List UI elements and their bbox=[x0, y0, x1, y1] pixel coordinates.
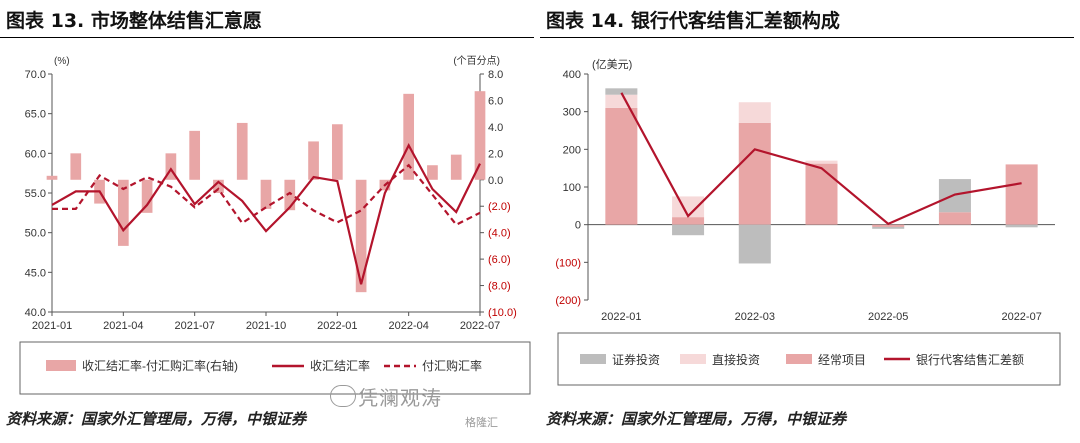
legend-net-label: 银行代客结售汇差额 bbox=[916, 352, 1024, 367]
legend-current-label: 经常项目 bbox=[818, 353, 866, 367]
right-y-tick-label: (10.0) bbox=[488, 307, 517, 319]
legend-current-swatch bbox=[786, 354, 812, 364]
spread-bar bbox=[450, 154, 462, 180]
current-account-bar bbox=[605, 107, 638, 225]
spread-bar bbox=[165, 153, 177, 180]
spread-bar bbox=[236, 122, 248, 180]
securities-investment-bar bbox=[738, 224, 771, 264]
spread-bar bbox=[260, 179, 272, 209]
y-tick-label: (100) bbox=[555, 257, 581, 269]
right-axis-unit: (个百分点) bbox=[453, 55, 500, 67]
right-chart-title: 图表 14. 银行代客结售汇差额构成 bbox=[546, 10, 840, 32]
y-tick-label: (200) bbox=[555, 295, 581, 307]
y-tick-label: 400 bbox=[563, 69, 581, 81]
right-y-tick-label: 0.0 bbox=[488, 175, 503, 187]
direct-investment-bar bbox=[605, 94, 638, 108]
spread-bar bbox=[213, 179, 224, 193]
right-y-tick-label: 4.0 bbox=[488, 122, 503, 134]
securities-investment-bar bbox=[872, 226, 905, 229]
fx-purchase-rate-line bbox=[52, 163, 481, 227]
legend-direct-label: 直接投资 bbox=[712, 352, 760, 367]
legend-label-purchase: 付汇购汇率 bbox=[422, 358, 482, 373]
left-source-note: 资料来源：国家外汇管理局，万得，中银证券 bbox=[6, 410, 307, 428]
securities-investment-bar bbox=[1005, 224, 1038, 228]
x-tick-label: 2022-05 bbox=[868, 311, 908, 323]
current-account-bar bbox=[1005, 164, 1038, 225]
right-title-rule bbox=[540, 37, 1074, 38]
right-legend-box bbox=[557, 332, 1061, 386]
spread-bar bbox=[355, 179, 367, 293]
fx-settlement-rate-line bbox=[51, 143, 481, 285]
left-y-tick-label: 70.0 bbox=[25, 69, 46, 81]
watermark-text: 凭澜观涛 bbox=[358, 386, 442, 410]
y-axis-unit: (亿美元) bbox=[592, 58, 632, 71]
left-y-tick-label: 40.0 bbox=[25, 307, 46, 319]
spread-bar bbox=[189, 130, 201, 180]
x-tick-label: 2021-04 bbox=[103, 320, 143, 332]
x-tick-label: 2021-10 bbox=[246, 320, 286, 332]
legend-label-settlement: 收汇结汇率 bbox=[310, 358, 370, 373]
right-y-tick-label: (8.0) bbox=[488, 281, 511, 293]
left-title-rule bbox=[0, 37, 534, 38]
left-legend-box bbox=[19, 341, 531, 395]
spread-bar bbox=[70, 153, 82, 180]
spread-bar bbox=[284, 179, 296, 211]
x-tick-label: 2021-07 bbox=[174, 320, 214, 332]
right-chart-svg: (亿美元) 400 300 200 100 0 (100) (200) 2022-01 2022-… bbox=[555, 58, 1061, 386]
direct-investment-bar bbox=[738, 102, 771, 123]
right-chart-panel: 图表 14. 银行代客结售汇差额构成 (亿美元) 400 300 200 100 0 (10… bbox=[540, 0, 1080, 443]
legend-label-spread: 收汇结汇率-付汇购汇率(右轴) bbox=[82, 358, 238, 373]
right-y-tick-label: 2.0 bbox=[488, 148, 503, 160]
left-chart-panel: 图表 13. 市场整体结售汇意愿 70.0 65.0 60.0 55.0 50.0 45.… bbox=[0, 10, 534, 428]
right-y-tick-label: 8.0 bbox=[488, 69, 503, 81]
current-account-bar bbox=[872, 224, 905, 227]
watermark-sub: 格隆汇 bbox=[465, 416, 498, 429]
direct-investment-bar bbox=[805, 160, 838, 164]
x-tick-label: 2021-01 bbox=[32, 320, 72, 332]
legend-direct-swatch bbox=[680, 354, 706, 364]
x-tick-label: 2022-01 bbox=[317, 320, 357, 332]
legend-swatch-spread bbox=[46, 360, 76, 371]
x-tick-label: 2022-03 bbox=[735, 311, 775, 323]
left-axis-unit: (%) bbox=[54, 56, 70, 67]
spread-bar bbox=[427, 165, 438, 180]
spread-bar bbox=[308, 141, 319, 180]
spread-bar bbox=[46, 175, 58, 180]
y-tick-label: 200 bbox=[563, 144, 581, 156]
left-chart-svg: 70.0 65.0 60.0 55.0 50.0 45.0 40.0 (%) 8.0 6.0 4.0… bbox=[19, 55, 531, 395]
legend-securities-swatch bbox=[580, 354, 606, 364]
current-account-bar bbox=[805, 163, 838, 225]
wechat-icon bbox=[330, 385, 356, 407]
left-y-tick-label: 55.0 bbox=[25, 188, 46, 200]
left-chart-title: 图表 13. 市场整体结售汇意愿 bbox=[6, 10, 262, 32]
spread-bar bbox=[331, 124, 343, 180]
x-tick-label: 2022-04 bbox=[388, 320, 428, 332]
left-y-tick-label: 65.0 bbox=[25, 109, 46, 121]
right-y-tick-label: (4.0) bbox=[488, 228, 511, 240]
legend-securities-label: 证券投资 bbox=[612, 352, 660, 367]
right-y-tick-label: (6.0) bbox=[488, 254, 511, 266]
current-account-bar bbox=[738, 122, 771, 225]
spread-bar bbox=[117, 179, 129, 246]
current-account-bar bbox=[938, 212, 971, 225]
spread-bar bbox=[474, 91, 486, 180]
current-account-bar bbox=[672, 217, 705, 225]
left-y-tick-label: 45.0 bbox=[25, 267, 46, 279]
spread-bar bbox=[141, 179, 153, 213]
left-y-tick-label: 60.0 bbox=[25, 148, 46, 160]
x-tick-label: 2022-01 bbox=[601, 311, 641, 323]
right-y-tick-label: (2.0) bbox=[488, 201, 511, 213]
y-tick-label: 300 bbox=[563, 107, 581, 119]
y-tick-label: 100 bbox=[563, 182, 581, 194]
spread-bar bbox=[403, 93, 415, 180]
left-y-tick-label: 50.0 bbox=[25, 228, 46, 240]
x-tick-label: 2022-07 bbox=[460, 320, 500, 332]
net-settlement-line bbox=[620, 92, 1022, 226]
securities-investment-bar bbox=[672, 224, 705, 236]
x-tick-label: 2022-07 bbox=[1001, 311, 1041, 323]
y-tick-label: 0 bbox=[575, 220, 581, 232]
right-y-tick-label: 6.0 bbox=[488, 95, 503, 107]
securities-investment-bar bbox=[605, 88, 638, 95]
right-source-note: 资料来源：国家外汇管理局，万得，中银证券 bbox=[546, 410, 847, 428]
